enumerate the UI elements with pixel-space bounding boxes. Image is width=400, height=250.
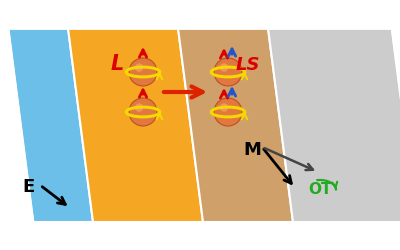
Circle shape: [129, 98, 157, 126]
Circle shape: [220, 63, 228, 72]
Polygon shape: [268, 28, 400, 222]
Circle shape: [220, 103, 228, 112]
Text: LS: LS: [236, 56, 260, 74]
Text: OT: OT: [308, 182, 332, 197]
Circle shape: [129, 58, 157, 86]
Polygon shape: [178, 28, 293, 222]
Circle shape: [135, 63, 143, 72]
Polygon shape: [8, 28, 93, 222]
Text: L: L: [111, 54, 124, 74]
Text: M: M: [243, 141, 261, 159]
Circle shape: [214, 58, 242, 86]
Circle shape: [214, 98, 242, 126]
Circle shape: [135, 103, 143, 112]
Polygon shape: [68, 28, 203, 222]
Text: E: E: [22, 178, 34, 196]
